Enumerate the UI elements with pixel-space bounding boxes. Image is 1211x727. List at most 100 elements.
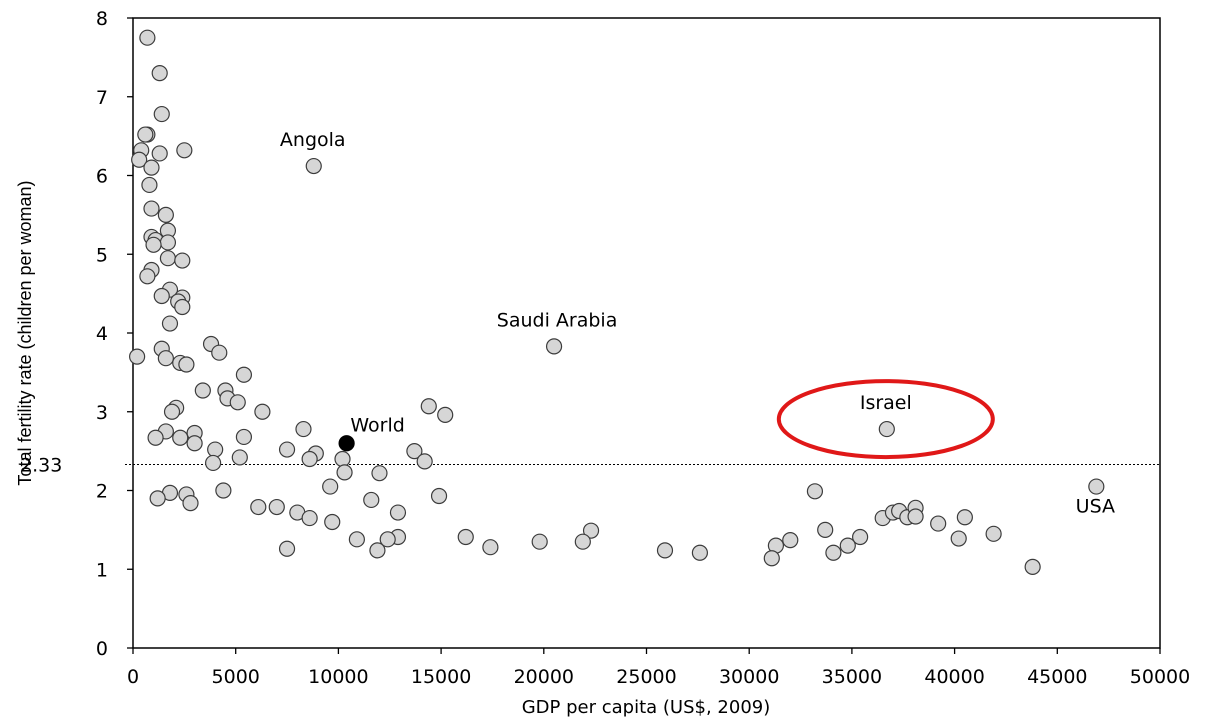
data-point [229,394,246,411]
world-point [338,435,355,452]
data-point [379,531,396,548]
data-point [176,142,193,159]
data-point [878,420,895,438]
x-tick-label: 45000 [1027,666,1087,688]
data-point [430,487,448,505]
data-point [172,429,189,446]
data-point [143,200,160,217]
y-tick-label: 1 [96,559,108,581]
y-tick-label: 0 [96,638,108,660]
x-tick-label: 0 [127,666,139,688]
data-point [194,382,211,399]
data-point [153,105,170,123]
data-point [143,159,160,176]
x-tick-label: 30000 [719,666,779,688]
data-point [157,350,174,367]
data-point [574,533,591,550]
data-point [839,537,856,554]
x-axis-title: GDP per capita (US$, 2009) [522,697,771,718]
data-point [825,544,842,561]
data-point [782,532,799,549]
data-point [416,453,433,470]
data-point [254,403,271,420]
data-point [336,464,353,481]
annotation-angola: Angola [280,129,346,151]
data-point [389,504,407,521]
data-point [305,157,322,175]
data-point [817,521,834,538]
x-tick-label: 15000 [411,666,471,688]
data-point [369,542,386,559]
data-point [141,176,158,194]
data-point [334,450,351,468]
data-point [420,398,437,415]
data-point [1024,558,1041,575]
data-point [207,441,224,458]
data-point [145,236,162,253]
annotation-saudi-arabia: Saudi Arabia [497,309,618,331]
data-point [153,287,170,305]
data-point [186,435,203,452]
data-point [163,403,181,420]
annotation-world: World [350,414,404,436]
data-point [295,420,312,438]
data-point [301,450,318,468]
data-point [348,531,365,548]
data-point [278,441,296,458]
data-point [691,544,709,561]
data-point [131,151,148,168]
data-point [1088,478,1105,495]
data-point [545,338,563,355]
data-point [930,515,947,532]
data-point [235,428,253,446]
data-point [531,533,548,550]
y-axis-title: Total fertility rate (children per woman… [15,180,35,485]
data-point [301,509,318,527]
data-point [174,298,191,316]
data-point [656,542,674,559]
replacement-rate-label: 2.33 [20,455,62,477]
data-point [161,315,179,332]
data-point [363,491,380,509]
data-point [139,29,156,46]
data-point [582,522,600,539]
data-point [231,449,248,466]
data-point [178,356,195,373]
y-tick-label: 5 [96,244,108,266]
y-tick-label: 4 [96,323,108,345]
data-point [985,525,1002,542]
data-point [205,454,222,472]
data-point [406,443,423,460]
data-point [371,465,388,482]
x-tick-label: 20000 [514,666,574,688]
israel-highlight-ellipse [776,379,995,460]
y-tick-label: 3 [96,402,108,424]
data-point [250,498,267,516]
annotation-usa: USA [1076,496,1115,518]
data-point [137,126,154,143]
data-point [149,490,166,507]
data-point [324,513,341,531]
x-tick-label: 25000 [616,666,676,688]
x-tick-label: 10000 [308,666,368,688]
data-point [174,252,191,269]
x-tick-label: 50000 [1130,666,1190,688]
data-point [235,366,253,383]
data-point [182,495,199,512]
y-tick-label: 8 [96,8,108,30]
data-point [806,483,824,500]
y-tick-label: 2 [96,481,108,503]
data-point [950,530,967,547]
data-point [763,550,780,567]
data-point [457,528,474,546]
data-point [322,478,339,495]
data-point [157,206,174,223]
data-point [852,528,869,546]
data-point [437,406,454,423]
data-point [159,234,177,251]
data-point [159,250,177,267]
data-point [211,344,228,361]
data-point [151,145,168,162]
